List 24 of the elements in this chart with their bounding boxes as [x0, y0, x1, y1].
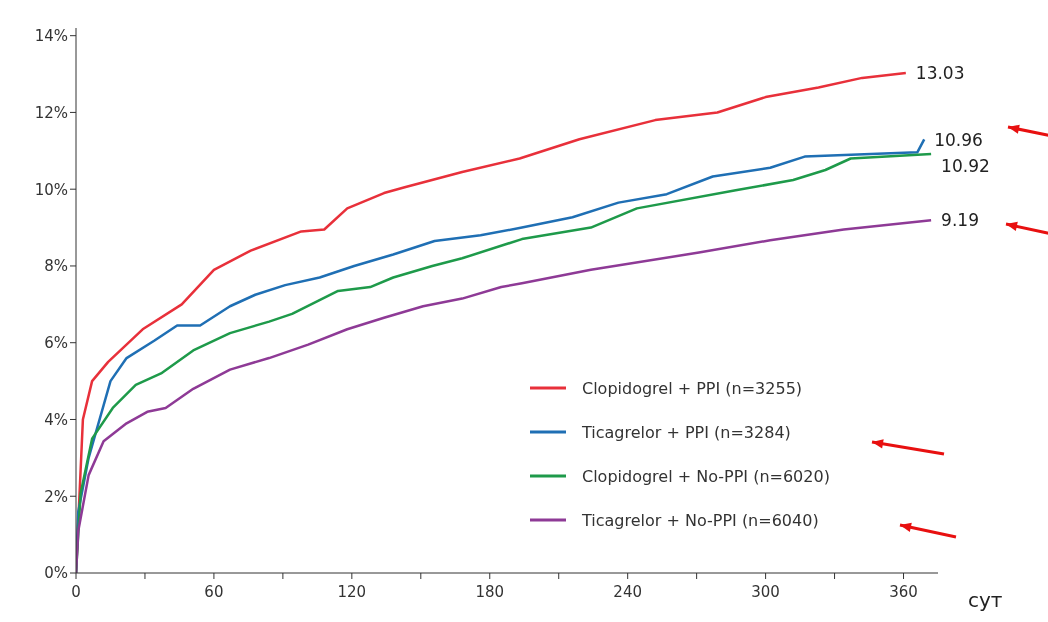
annotation: 9.19 — [941, 210, 979, 231]
y-tick-label: 8% — [44, 257, 68, 276]
x-tick-label: 120 — [337, 583, 367, 601]
y-tick-label: 6% — [44, 334, 68, 353]
legend-label: Clopidogrel + PPI (n=3255) — [582, 378, 803, 398]
x-tick-label: 360 — [889, 583, 918, 601]
y-tick-label: 10% — [34, 180, 68, 199]
y-tick-label: 14% — [34, 27, 68, 45]
legend-label: Clopidogrel + No-PPI (n=6020) — [582, 466, 830, 486]
legend-label: Ticagrelor + PPI (n=3284) — [582, 422, 791, 442]
x-tick-label: 240 — [613, 583, 642, 601]
x-tick-label: 180 — [475, 583, 505, 601]
x-tick-label: 300 — [751, 583, 780, 601]
y-tick-label: 4% — [44, 410, 68, 429]
x-axis-title: сут — [968, 588, 1003, 613]
x-tick-label: 60 — [204, 583, 224, 601]
annotation: 10.92 — [941, 156, 990, 177]
y-tick-label: 2% — [44, 487, 68, 506]
y-tick-label: 12% — [34, 103, 68, 122]
annotation: 13.03 — [915, 62, 965, 83]
annotation: 10.96 — [934, 130, 983, 151]
x-tick-label: 0 — [71, 583, 81, 601]
legend-label: Ticagrelor + No-PPI (n=6040) — [582, 510, 819, 530]
y-tick-label: 0% — [44, 564, 68, 583]
